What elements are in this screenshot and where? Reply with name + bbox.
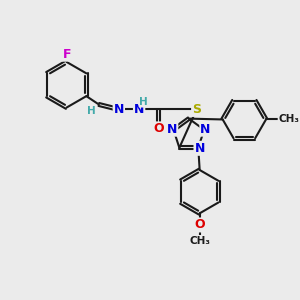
- Text: S: S: [192, 103, 201, 116]
- Text: O: O: [194, 218, 205, 232]
- Text: N: N: [114, 103, 124, 116]
- Text: CH₃: CH₃: [189, 236, 210, 245]
- Text: N: N: [200, 123, 211, 136]
- Text: N: N: [167, 123, 177, 136]
- Text: H: H: [87, 106, 95, 116]
- Text: F: F: [62, 48, 71, 61]
- Text: H: H: [140, 97, 148, 107]
- Text: CH₃: CH₃: [278, 115, 299, 124]
- Text: O: O: [154, 122, 164, 135]
- Text: N: N: [134, 103, 144, 116]
- Text: N: N: [194, 142, 205, 155]
